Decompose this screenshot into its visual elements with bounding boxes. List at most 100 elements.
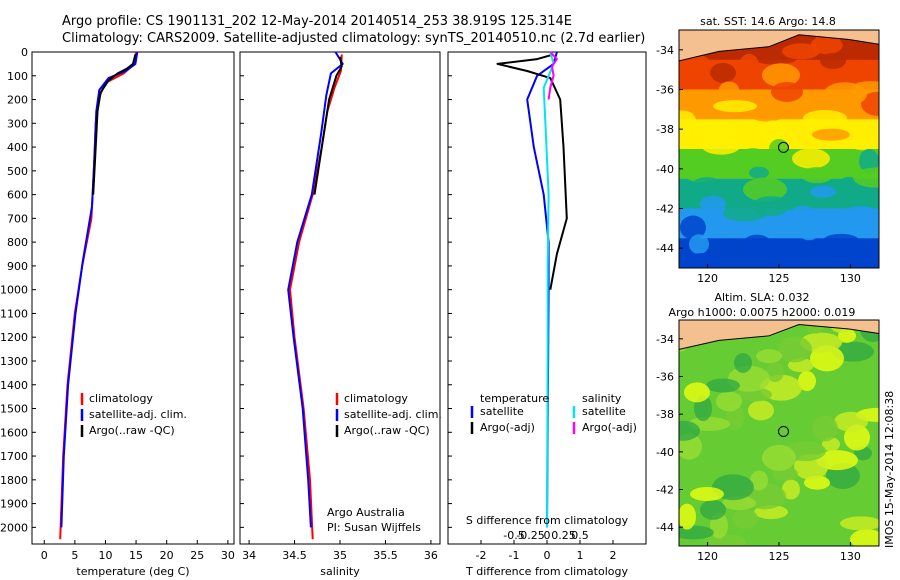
sla-patch (778, 336, 812, 363)
legend-label-climatology: climatology (344, 392, 408, 405)
temperature-xlabel: temperature (deg C) (76, 565, 189, 578)
xtick-label: 10 (98, 549, 112, 562)
sst-patch (771, 81, 803, 102)
sst-patch (812, 128, 850, 141)
sst-patch (833, 195, 877, 208)
sla-patch (762, 444, 796, 471)
sst-patch (752, 196, 790, 217)
ytick-label: 600 (7, 189, 28, 202)
lat-tick-label: -36 (656, 371, 674, 384)
sst-patch (679, 110, 696, 131)
lat-tick-label: -44 (656, 242, 674, 255)
sst-patch (762, 63, 800, 88)
header-line2: Climatology: CARS2009. Satellite-adjuste… (62, 31, 645, 46)
sst-patch (719, 81, 739, 98)
sst-patch (749, 166, 769, 179)
xtick-label: 30 (221, 549, 235, 562)
sla-map-title1: Altim. SLA: 0.032 (714, 291, 809, 304)
xtick-label: 35 (333, 549, 347, 562)
lat-tick-label: -40 (656, 446, 674, 459)
ytick-label: 500 (7, 165, 28, 178)
lat-tick-label: -40 (656, 163, 674, 176)
float-position-marker (777, 141, 789, 153)
legend-label-t-argo: Argo(-adj) (480, 421, 535, 434)
sst-map: -34 -36 -38 -40 -42 -44 120 125 130 (656, 29, 880, 285)
legend-label-satellite: satellite-adj. clim. (344, 408, 442, 421)
annotation-argo-australia: Argo Australia (327, 506, 405, 519)
sst-patch (683, 252, 727, 268)
sst-patch (741, 234, 773, 259)
xtick-label: 0 (544, 549, 551, 562)
sst-patch (751, 109, 783, 122)
salinity-panel (239, 51, 441, 545)
ytick-label: 400 (7, 141, 28, 154)
sla-patch (850, 529, 879, 546)
sst-patch (831, 252, 863, 265)
xtick-label: 20 (160, 549, 174, 562)
legend-label-argo: Argo(..raw -QC) (89, 424, 175, 437)
legend-title-salinity: salinity (582, 392, 622, 405)
ytick-label: 800 (7, 236, 28, 249)
sst-patch (850, 138, 876, 151)
land-area (679, 320, 879, 350)
sla-patch (766, 361, 784, 382)
difference-xlabel-top: S difference from climatology (466, 514, 629, 527)
lon-tick-label: 130 (840, 550, 861, 563)
lat-tick-label: -34 (656, 44, 674, 57)
sla-patch (750, 470, 768, 491)
sst-patch (842, 206, 879, 231)
lon-tick-label: 120 (697, 272, 718, 285)
series-line (287, 51, 344, 528)
stick-label: 0.5 (571, 529, 589, 542)
xtick-label: 36 (424, 549, 438, 562)
sst-patch (702, 138, 740, 155)
series-line (313, 56, 343, 195)
ytick-label: 100 (7, 70, 28, 83)
sla-map: -34 -36 -38 -40 -42 -44 120 125 130 (656, 319, 880, 563)
ytick-label: 1800 (0, 474, 28, 487)
ytick-label: 1900 (0, 498, 28, 511)
sst-patch (779, 244, 799, 268)
lat-tick-label: -38 (656, 408, 674, 421)
series-line (92, 54, 137, 195)
lat-tick-label: -38 (656, 123, 674, 136)
sst-patch (691, 177, 723, 198)
sst-map-title: sat. SST: 14.6 Argo: 14.8 (700, 15, 836, 28)
xtick-label: 15 (129, 549, 143, 562)
land-area (679, 30, 879, 61)
temperature-legend: climatology satellite-adj. clim. Argo(..… (80, 392, 187, 437)
sla-patch (734, 352, 752, 373)
map-field (679, 320, 879, 546)
sst-patch (790, 205, 816, 226)
sla-patch (748, 400, 774, 421)
ytick-label: 1400 (0, 379, 28, 392)
annotation-pi: PI: Susan Wijffels (327, 521, 421, 534)
sst-patch (829, 71, 849, 84)
xtick-label: 25 (190, 549, 204, 562)
sst-patch (681, 71, 713, 88)
sla-patch (756, 349, 782, 364)
xtick-label: 34.5 (282, 549, 307, 562)
sst-patch (743, 177, 787, 202)
sla-patch (732, 508, 758, 529)
ytick-label: 900 (7, 260, 28, 273)
sst-patch (801, 167, 833, 184)
legend-label-s-argo: Argo(-adj) (582, 421, 637, 434)
ytick-label: 1600 (0, 426, 28, 439)
coastline (679, 324, 879, 350)
sla-patch (834, 411, 868, 432)
xtick-label: 1 (577, 549, 584, 562)
sla-patch (700, 499, 726, 520)
xtick-label: -2 (476, 549, 487, 562)
xtick-label: -1 (509, 549, 520, 562)
series-line (547, 51, 558, 100)
float-position-marker (777, 425, 789, 437)
sst-patch (710, 62, 736, 83)
lat-tick-label: -34 (656, 333, 674, 346)
ytick-label: 1100 (0, 307, 28, 320)
temperature-chart: 0100200300400500600700800900100011001200… (0, 46, 235, 562)
ytick-label: 700 (7, 212, 28, 225)
salinity-xlabel: salinity (320, 565, 360, 578)
sst-patch (822, 233, 860, 250)
ytick-label: 0 (21, 46, 28, 59)
